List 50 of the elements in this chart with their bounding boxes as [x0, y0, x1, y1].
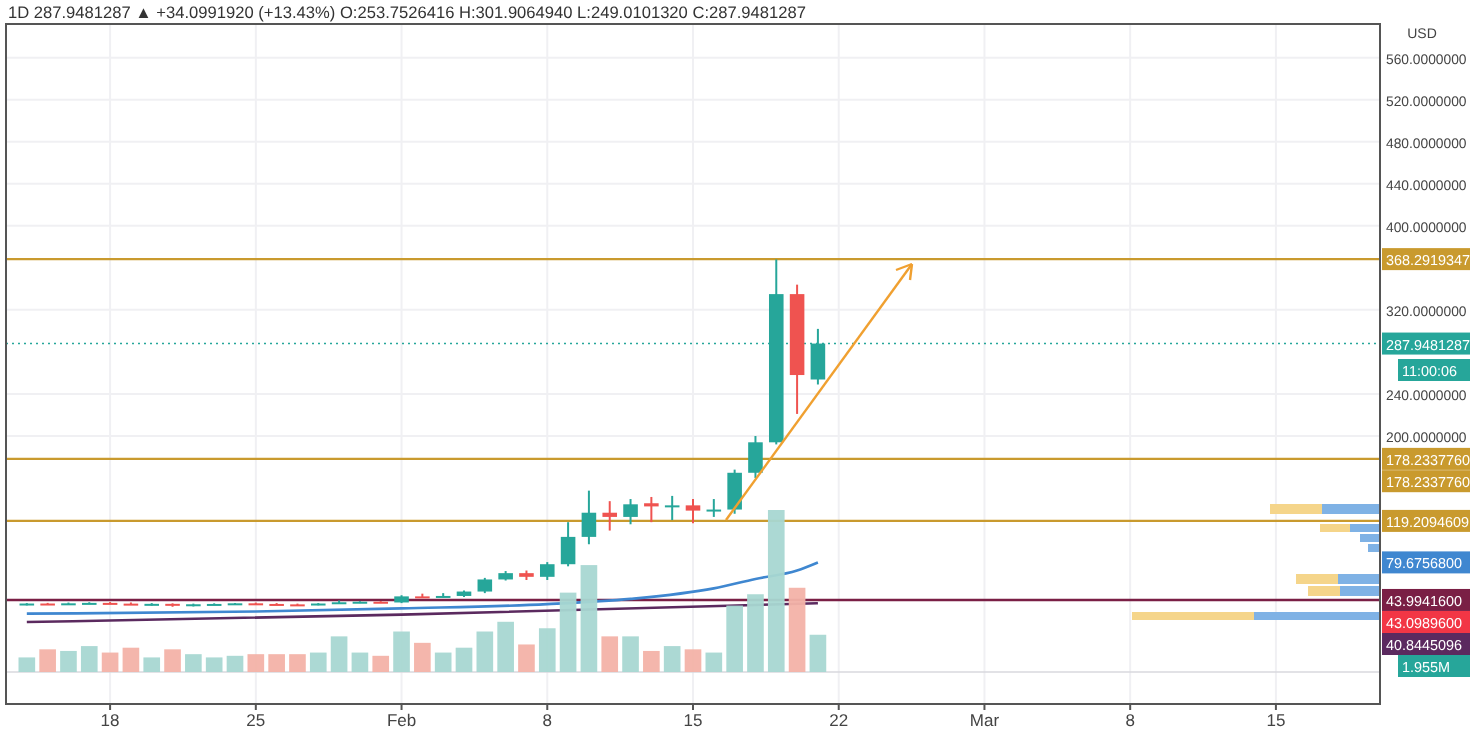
bar — [601, 636, 619, 672]
bar — [330, 636, 348, 672]
bar — [372, 655, 390, 672]
bar — [455, 647, 473, 672]
bar — [205, 657, 223, 672]
bar — [684, 649, 702, 672]
bar — [164, 649, 181, 672]
bar — [788, 587, 806, 672]
bar — [518, 644, 535, 672]
chart-title: 1D 287.9481287 ▲ +34.0991920 (+13.43%) O:253.7526416 H:301.9064940 L:249.0101320 C:287.9481287 — [8, 2, 807, 22]
bar — [289, 654, 306, 672]
bar — [809, 634, 827, 672]
bar — [663, 646, 681, 672]
bar — [580, 565, 598, 672]
x-tick-label: 15 — [1266, 710, 1286, 730]
x-tick-label: 25 — [246, 710, 266, 730]
bar — [101, 652, 119, 672]
x-tick-label: 18 — [100, 710, 121, 730]
bar — [60, 650, 77, 672]
bar — [705, 652, 723, 672]
bar — [476, 631, 494, 672]
bar — [643, 650, 660, 672]
x-tick-label: Feb — [386, 710, 417, 730]
x-tick-label: 8 — [1125, 710, 1136, 730]
bar — [414, 642, 431, 672]
line-series — [25, 561, 820, 615]
bar — [559, 592, 577, 672]
bar — [309, 652, 327, 672]
bar — [726, 605, 743, 672]
bar — [393, 631, 410, 672]
bar — [39, 649, 56, 672]
x-tick-label: 8 — [542, 710, 553, 730]
bar — [80, 646, 98, 672]
x-tick-label: Mar — [969, 710, 1000, 730]
bar — [747, 594, 764, 672]
bar — [268, 654, 285, 672]
bar — [247, 654, 265, 672]
bar — [622, 636, 639, 672]
bar — [18, 657, 36, 672]
bar — [226, 655, 244, 672]
bar — [497, 621, 514, 672]
bar — [185, 654, 202, 672]
x-tick-label: 22 — [829, 710, 849, 730]
bar — [143, 657, 161, 672]
bar — [351, 652, 369, 672]
bar — [122, 647, 140, 672]
bar — [538, 628, 556, 672]
x-tick-label: 15 — [683, 710, 703, 730]
bar — [767, 510, 785, 672]
bar — [434, 652, 452, 672]
